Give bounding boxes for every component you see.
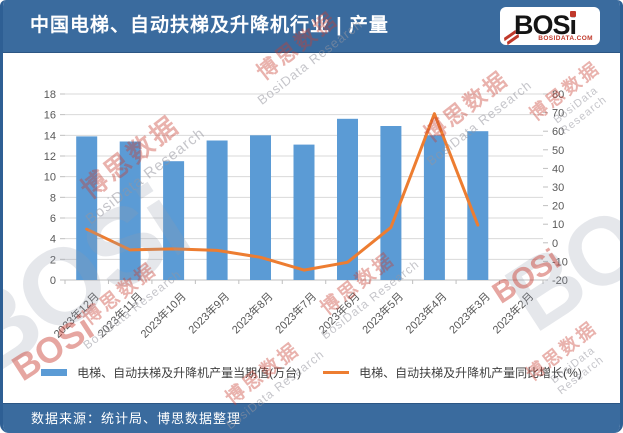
legend-bar-swatch — [41, 369, 68, 376]
right-axis-tick-label: 70 — [552, 108, 564, 120]
right-axis-tick-label: 0 — [552, 238, 558, 250]
data-source: 数据来源：统计局、博思数据整理 — [31, 411, 242, 426]
legend-line-label: 电梯、自动扶梯及升降机产量同比增长(%) — [359, 366, 582, 380]
footer: 数据来源：统计局、博思数据整理 — [3, 403, 620, 433]
logo-word-i: i — [569, 10, 577, 40]
right-axis-tick-label: 60 — [552, 126, 564, 138]
bar — [76, 136, 98, 280]
left-axis-tick-label: 8 — [50, 192, 56, 204]
trend-line — [85, 112, 480, 272]
left-axis-tick-label: 10 — [44, 172, 56, 184]
left-axis-tick-label: 4 — [50, 234, 56, 246]
page-title: 中国电梯、自动扶梯及升降机行业 | 产量 — [30, 15, 389, 36]
bar — [293, 144, 315, 280]
header: 中国电梯、自动扶梯及升降机行业 | 产量 BOSi BOSIDATA.COM — [3, 0, 620, 53]
left-axis-tick-label: 16 — [44, 110, 56, 122]
bar — [119, 141, 141, 280]
x-axis-label: 2023年5月 — [359, 289, 406, 336]
right-axis-tick-label: 80 — [552, 89, 564, 101]
x-axis-label: 2023年2月 — [489, 289, 536, 336]
x-axis-label: 2023年10月 — [137, 289, 188, 340]
logo-caption: BOSIDATA.COM — [538, 35, 593, 42]
x-axis-label: 2023年8月 — [229, 289, 276, 336]
legend-line-swatch — [323, 371, 350, 374]
right-axis-tick-label: 10 — [552, 219, 564, 231]
bar — [250, 135, 271, 280]
right-axis-tick-label: -10 — [552, 256, 568, 268]
left-axis-tick-label: 14 — [44, 130, 56, 142]
x-axis-label: 2023年3月 — [446, 289, 493, 336]
bar — [337, 118, 358, 280]
left-axis-tick-label: 6 — [50, 213, 56, 225]
legend-bar-label: 电梯、自动扶梯及升降机产量当期值(万台) — [77, 366, 302, 380]
bar — [380, 126, 402, 280]
bar — [206, 140, 228, 280]
logo-word-main: BOS — [514, 10, 571, 40]
left-axis-tick-label: 2 — [50, 254, 56, 266]
bar — [467, 131, 489, 280]
bar — [163, 161, 185, 280]
bosi-logo: BOSi BOSIDATA.COM — [500, 7, 600, 46]
chart-region: 0 2 4 6 8 10 12 14 16 18 -20 -10 0 10 20 30 40 50 60 70 80 20… — [3, 52, 620, 404]
x-axis-label: 2023年6月 — [315, 289, 362, 336]
x-axis-label: 2023年12月 — [50, 289, 101, 340]
left-axis-tick-label: 18 — [44, 89, 56, 101]
x-axis-label: 2023年7月 — [272, 289, 319, 336]
right-axis-tick-label: 30 — [552, 182, 564, 194]
left-axis-tick-label: 0 — [50, 275, 56, 287]
chart-svg: 0 2 4 6 8 10 12 14 16 18 -20 -10 0 10 20 30 40 50 60 70 80 20… — [44, 89, 568, 341]
x-axis-label: 2023年4月 — [402, 289, 449, 336]
right-axis-tick-label: 20 — [552, 201, 564, 213]
right-axis-tick-label: 50 — [552, 145, 564, 157]
legend: 电梯、自动扶梯及升降机产量当期值(万台) 电梯、自动扶梯及升降机产量同比增长(%… — [3, 364, 620, 381]
logo-word: BOSi — [514, 8, 577, 42]
right-axis-tick-label: 40 — [552, 163, 564, 175]
right-axis-tick-label: -20 — [552, 275, 568, 287]
bar — [423, 135, 445, 280]
x-axis-label: 2023年9月 — [185, 289, 232, 336]
left-axis-tick-label: 12 — [44, 151, 56, 163]
